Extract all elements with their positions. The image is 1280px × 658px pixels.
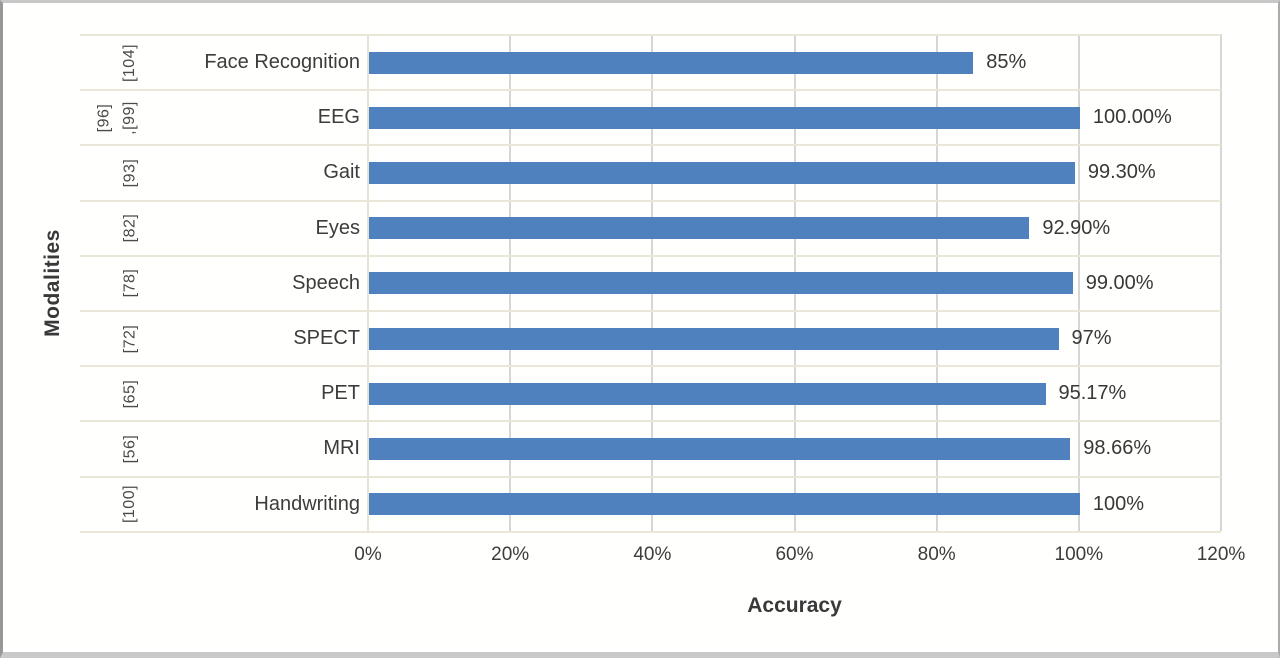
citation-labels: [82] [84, 202, 142, 255]
value-label: 95.17% [1058, 382, 1127, 405]
category-row: [104] Face Recognition 85% [80, 34, 1221, 89]
citation-label-text: [65] [121, 379, 138, 409]
gridline [1220, 34, 1222, 531]
value-label: 98.66% [1083, 437, 1152, 460]
x-tick-label: 40% [633, 544, 672, 565]
category-label: Face Recognition [204, 51, 360, 74]
plot-area: [104] Face Recognition 85% [96] ,[99] EEG 100.… [80, 34, 1221, 533]
x-tick-label: 100% [1054, 544, 1104, 565]
gridline [1077, 34, 1080, 531]
citation-label: [82] [118, 202, 142, 255]
category-row: [82] Eyes 92.90% [80, 199, 1221, 255]
bar [369, 51, 974, 74]
y-axis-line [367, 34, 369, 531]
bar [369, 217, 1030, 240]
x-tick-label: 0% [354, 544, 382, 565]
bar [369, 327, 1059, 350]
citation-labels: [72] [84, 312, 142, 365]
citation-label: [56] [118, 422, 142, 475]
bar [369, 493, 1080, 516]
citation-labels: [78] [84, 257, 142, 310]
citation-label-text: ,[99] [121, 100, 139, 135]
category-label: SPECT [293, 327, 360, 350]
category-row: [93] Gait 99.30% [80, 144, 1221, 199]
citation-label: [72] [118, 312, 142, 365]
citation-labels: [65] [84, 367, 142, 420]
citation-labels: [56] [84, 422, 142, 475]
category-row: [72] SPECT 97% [80, 309, 1221, 365]
x-tick-label: 80% [917, 544, 956, 565]
citation-label-text: [100] [121, 485, 138, 524]
citation-labels: [93] [84, 146, 142, 199]
bar [369, 382, 1046, 405]
x-tick-label: 120% [1196, 544, 1246, 565]
x-tick-label: 20% [491, 544, 530, 565]
value-label: 99.00% [1085, 271, 1154, 294]
citation-label-text: [93] [121, 158, 138, 188]
category-label: Handwriting [254, 492, 360, 515]
category-label: Speech [292, 271, 360, 294]
citation-label-text: [82] [121, 213, 138, 243]
citation-label-text: [96] [95, 103, 112, 133]
citation-label-text: [56] [121, 434, 138, 464]
x-tick-label: 60% [775, 544, 814, 565]
citation-label-text: [104] [121, 43, 138, 82]
citation-labels: [104] [84, 36, 142, 89]
value-label: 97% [1071, 327, 1112, 350]
category-label: EEG [317, 106, 360, 129]
value-label: 92.90% [1042, 216, 1111, 239]
y-axis-title: Modalities [21, 34, 85, 531]
category-label: PET [321, 382, 360, 405]
category-row: [56] MRI 98.66% [80, 420, 1221, 475]
citation-label: [65] [118, 367, 142, 420]
category-row: [65] PET 95.17% [80, 365, 1221, 420]
value-label: 100.00% [1092, 106, 1172, 129]
category-row: [100] Handwriting 100% [80, 475, 1221, 531]
x-axis-title: Accuracy [747, 594, 842, 617]
citation-label: [78] [118, 257, 142, 310]
bar [369, 272, 1073, 295]
bar [369, 106, 1080, 129]
bar [369, 161, 1075, 184]
bar [369, 437, 1071, 460]
citation-labels: [100] [84, 478, 142, 531]
value-label: 100% [1092, 492, 1144, 515]
citation-label: ,[99] [118, 91, 142, 144]
citation-label: [96] [92, 91, 116, 144]
citation-label: [93] [118, 146, 142, 199]
citation-label: [104] [118, 36, 142, 89]
value-label: 99.30% [1087, 161, 1156, 184]
y-axis-title-text: Modalities [41, 228, 64, 337]
category-row: [96] ,[99] EEG 100.00% [80, 89, 1221, 144]
citation-label: [100] [118, 478, 142, 531]
citation-label-text: [72] [121, 324, 138, 353]
category-row: [78] Speech 99.00% [80, 254, 1221, 310]
citation-label-text: [78] [121, 269, 138, 298]
value-label: 85% [986, 51, 1027, 74]
category-label: Eyes [315, 216, 360, 239]
citation-labels: [96] ,[99] [84, 91, 142, 144]
category-label: MRI [323, 437, 360, 460]
category-label: Gait [323, 161, 360, 184]
